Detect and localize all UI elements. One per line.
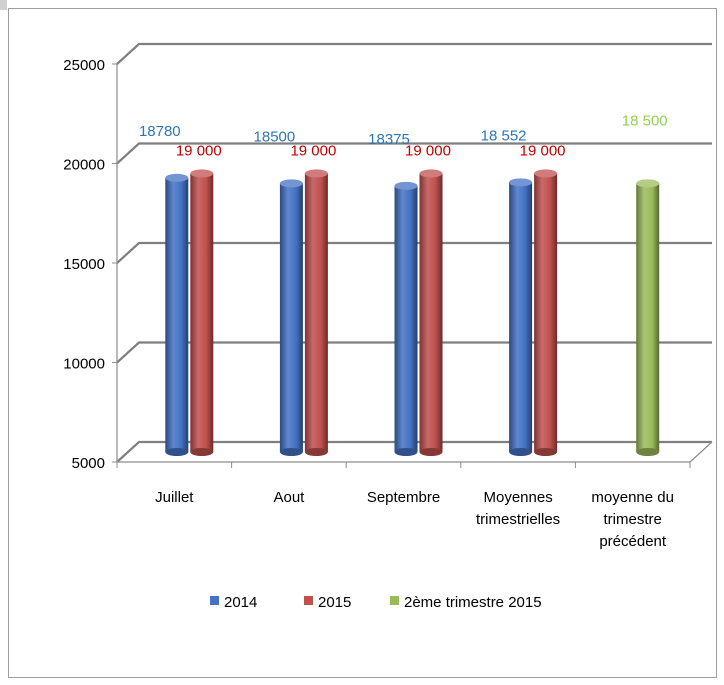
- bars: [165, 169, 660, 456]
- data-label: 18 552: [481, 127, 527, 144]
- data-label: 19 000: [520, 142, 566, 159]
- y-tick-label: 25000: [63, 57, 105, 74]
- bar-2014: [394, 181, 418, 456]
- legend-label: 2ème trimestre 2015: [404, 594, 542, 611]
- data-label: 18375: [368, 131, 410, 148]
- legend: 2014 2015 2ème trimestre 2015: [210, 594, 542, 611]
- data-label: 19 000: [176, 142, 222, 159]
- x-axis: Juillet Aout Septembre Moyennes trimestriell…: [116, 462, 691, 550]
- gridline: [116, 42, 712, 65]
- bar-2014: [279, 179, 303, 456]
- x-category-label: précédent: [599, 533, 667, 550]
- y-tick-label: 20000: [63, 157, 105, 174]
- x-category-label: Juillet: [155, 489, 194, 506]
- legend-item: 2ème trimestre 2015: [390, 594, 542, 611]
- bar-2015: [190, 169, 214, 456]
- x-category-label: moyenne du: [591, 489, 674, 506]
- data-label: 18500: [254, 128, 296, 145]
- bar-2015: [304, 169, 328, 456]
- data-label: 19 000: [290, 142, 336, 159]
- bar-2015: [534, 169, 558, 456]
- floor-edge: [689, 441, 713, 463]
- legend-item: 2014: [210, 594, 257, 611]
- legend-label: 2015: [318, 594, 351, 611]
- y-tick-label: 10000: [63, 356, 105, 373]
- x-category-label: Septembre: [367, 489, 440, 506]
- y-tick-label: 15000: [63, 256, 105, 273]
- x-category-label: Aout: [273, 489, 305, 506]
- data-label: 19 000: [405, 142, 451, 159]
- y-axis: 25000 20000 15000 10000 5000: [63, 57, 117, 472]
- bar-2015: [419, 169, 443, 456]
- x-category-label: trimestrielles: [476, 511, 560, 528]
- data-label: 18780: [139, 123, 181, 140]
- legend-swatch: [304, 596, 313, 605]
- legend-swatch: [390, 596, 399, 605]
- legend-swatch: [210, 596, 219, 605]
- legend-item: 2015: [304, 594, 351, 611]
- corner-marker: [0, 0, 7, 10]
- y-tick-label: 5000: [72, 455, 105, 472]
- x-category-label: trimestre: [604, 511, 662, 528]
- gridline: [116, 142, 712, 165]
- bar-2014: [509, 178, 533, 456]
- x-category-label: Moyennes: [483, 489, 552, 506]
- bar-2014: [165, 173, 189, 456]
- data-label: 18 500: [622, 112, 668, 129]
- bar-2ème-trimestre-2015: [636, 179, 660, 456]
- legend-label: 2014: [224, 594, 257, 611]
